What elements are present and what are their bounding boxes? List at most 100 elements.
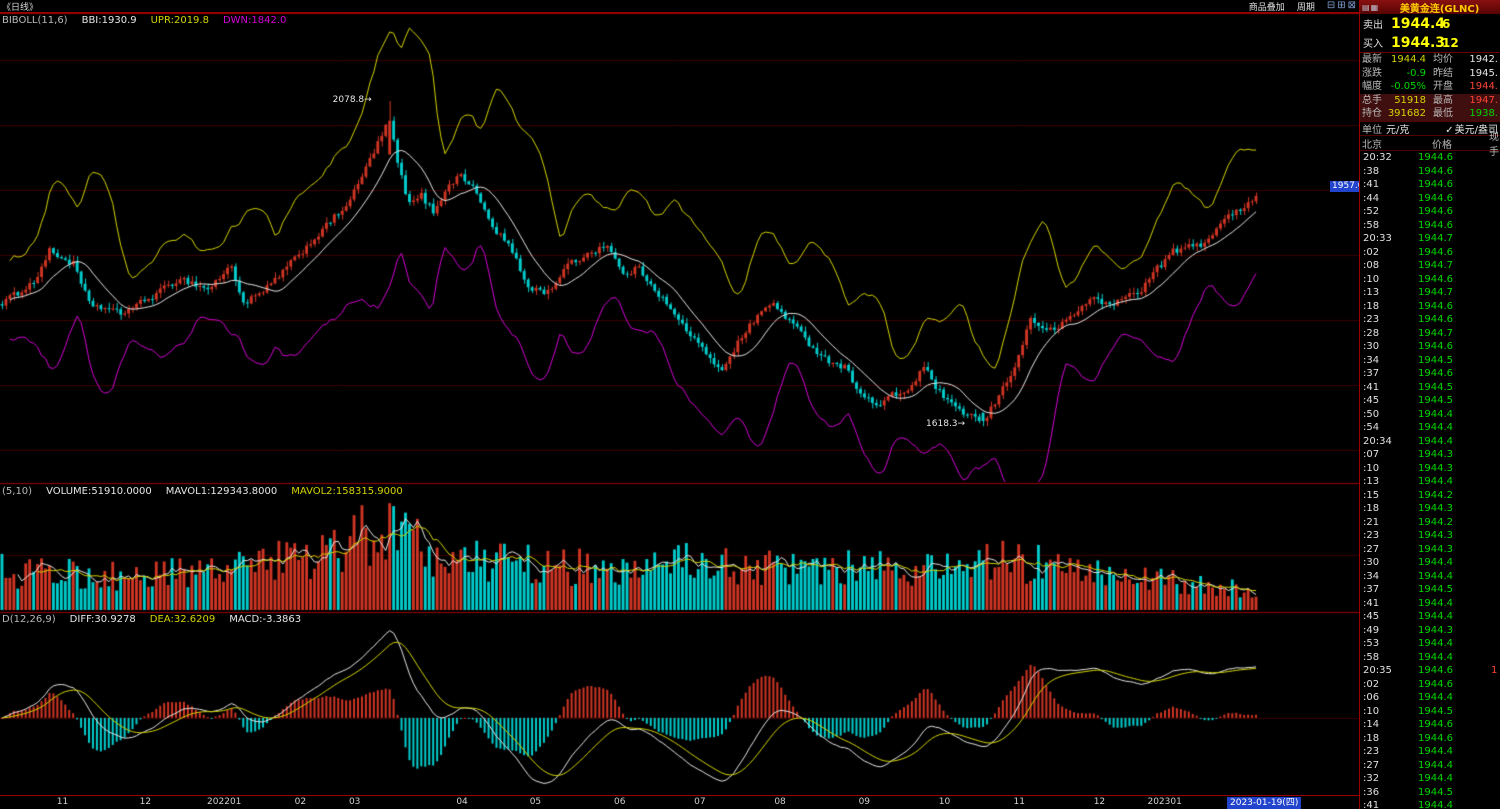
tick-price: 1944.4 [1418, 435, 1453, 447]
panel-header-icons: ▤▦ [1362, 3, 1379, 12]
instrument-title: 美黄金连(GLNC) [1399, 3, 1480, 15]
stat-value: 1942. [1469, 54, 1498, 65]
tick-row: :58 1944.4 [1360, 651, 1500, 665]
unit-usd-selector[interactable]: ✓美元/盎司 [1445, 121, 1498, 136]
stat-label: 幅度 [1362, 81, 1382, 92]
overlay-button[interactable]: 商品叠加 [1248, 2, 1285, 13]
quote-panel-header: ▤▦ 美黄金连(GLNC) [1360, 0, 1500, 15]
x-axis-label: 11 [1013, 797, 1025, 807]
minimize-icon[interactable]: ⊟ [1326, 0, 1336, 11]
tick-time: :08 [1363, 260, 1380, 271]
unit-row[interactable]: 单位 元/克 ✓美元/盎司 [1360, 121, 1500, 136]
tick-time: :58 [1363, 219, 1380, 231]
restore-icon[interactable]: ⊞ [1337, 0, 1346, 11]
tick-price: 1944.6 [1418, 206, 1453, 217]
indicator-segment: DEA:32.6209 [149, 614, 216, 625]
tick-row: :53 1944.4 [1360, 637, 1500, 651]
tick-price: 1944.5 [1418, 354, 1453, 366]
tick-price: 1944.6 [1418, 219, 1453, 231]
boll-indicator-label: BIBOLL(11,6) BBI:1930.9 UPR:2019.8 DWN:1842… [2, 15, 286, 26]
tick-list[interactable]: 20:32 1944.6:38 1944.6:41 1944.6:44 1944.6:5… [1360, 151, 1500, 809]
indicator-segment: DIFF:30.9278 [69, 614, 136, 625]
unit-label: 单位 [1362, 124, 1382, 136]
sell-qty: 6 [1442, 16, 1451, 31]
tick-time: :36 [1363, 786, 1380, 798]
tick-price: 1944.6 [1418, 314, 1453, 325]
tick-row: :15 1944.2 [1360, 489, 1500, 503]
tick-time: :18 [1363, 732, 1380, 744]
menu-icon[interactable]: ▤ [1362, 2, 1370, 12]
tick-time: :44 [1363, 192, 1380, 204]
candlestick-chart-canvas[interactable] [0, 0, 1359, 795]
tick-price: 1944.3 [1418, 530, 1453, 541]
tick-price: 1944.4 [1418, 651, 1453, 663]
tick-time: :45 [1363, 395, 1380, 406]
period-button[interactable]: 周期 [1296, 2, 1315, 13]
tick-row: :10 1944.5 [1360, 705, 1500, 719]
tick-row: :50 1944.4 [1360, 408, 1500, 422]
tick-price: 1944.6 [1418, 368, 1453, 379]
tick-row: :18 1944.6 [1360, 300, 1500, 314]
period-indicator: 《日线》 [2, 2, 39, 13]
tick-time: :02 [1363, 678, 1380, 690]
stat-value: -0.05% [1390, 81, 1426, 92]
tick-row: :37 1944.5 [1360, 583, 1500, 597]
tick-price: 1944.6 [1418, 719, 1453, 730]
tick-price: 1944.6 [1418, 678, 1453, 690]
x-axis-label: 07 [694, 797, 706, 807]
tick-time: :06 [1363, 692, 1380, 703]
tick-time: :21 [1363, 516, 1380, 528]
tick-time: :37 [1363, 368, 1380, 379]
tick-price: 1944.4 [1418, 597, 1453, 609]
tick-row: :52 1944.6 [1360, 205, 1500, 219]
chart-toolbar: 《日线》 商品叠加 周期 ⊟ ⊞ ⊠ [0, 0, 1359, 13]
tick-time: :18 [1363, 300, 1380, 312]
tick-list-header: 北京 价格 现手 [1360, 132, 1500, 158]
tick-row: :30 1944.6 [1360, 340, 1500, 354]
tick-row: :13 1944.7 [1360, 286, 1500, 300]
close-icon[interactable]: ⊠ [1347, 0, 1356, 11]
indicator-segment: MAVOL2:158315.9000 [291, 486, 403, 497]
sell-quote-row[interactable]: 卖出 1944.4 6 [1360, 14, 1500, 33]
stat-value: 1938. [1469, 108, 1498, 119]
tick-row: :34 1944.5 [1360, 354, 1500, 368]
tick-time: 20:34 [1363, 435, 1392, 447]
tick-time: :14 [1363, 719, 1380, 730]
peak-annotation: 2078.8→ [332, 95, 372, 105]
tick-time: :54 [1363, 422, 1380, 433]
stat-label: 最低 [1433, 108, 1453, 119]
sell-price: 1944.4 [1391, 15, 1446, 32]
tick-price: 1944.7 [1418, 327, 1453, 339]
stat-value: 1944. [1469, 81, 1498, 92]
x-axis-label: 03 [348, 797, 361, 807]
tick-row: :41 1944.5 [1360, 381, 1500, 395]
quote-stats: 最新 1944.4 均价 1942. 涨跌 -0.9 昨结 1945. 幅度 -0.05% 开盘 19… [1360, 53, 1500, 122]
quote-stat-row: 持仓 391682 最低 1938. [1360, 107, 1500, 121]
quote-panel: ▤▦ 美黄金连(GLNC) 卖出 1944.4 6 买入 1944.3 12 最… [1359, 0, 1500, 809]
tick-time: :13 [1363, 476, 1380, 487]
list-icon[interactable]: ▦ [1370, 2, 1379, 12]
last-date-label: 2023-01-19(四) [1227, 797, 1302, 809]
col-price: 价格 [1432, 139, 1452, 151]
tick-time: :32 [1363, 773, 1380, 784]
tick-price: 1944.6 [1418, 665, 1453, 676]
trough-annotation: 1618.3→ [926, 419, 966, 430]
window-controls: ⊟ ⊞ ⊠ [1327, 1, 1356, 11]
tick-time: :23 [1363, 530, 1380, 541]
tick-row: :02 1944.6 [1360, 678, 1500, 692]
tick-price: 1944.2 [1418, 516, 1453, 528]
tick-time: :58 [1363, 651, 1380, 663]
buy-label: 买入 [1363, 39, 1383, 50]
x-axis-label: 12 [139, 797, 152, 807]
tick-time: :13 [1363, 287, 1380, 298]
tick-row: :54 1944.4 [1360, 421, 1500, 435]
tick-price: 1944.2 [1418, 489, 1453, 501]
tick-time: :07 [1363, 449, 1380, 460]
buy-quote-row[interactable]: 买入 1944.3 12 [1360, 33, 1500, 52]
tick-row: :23 1944.6 [1360, 313, 1500, 327]
tick-time: :02 [1363, 246, 1380, 258]
stat-label: 最高 [1433, 94, 1453, 106]
tick-row: 20:32 1944.6 [1360, 151, 1500, 165]
tick-row: :06 1944.4 [1360, 691, 1500, 705]
